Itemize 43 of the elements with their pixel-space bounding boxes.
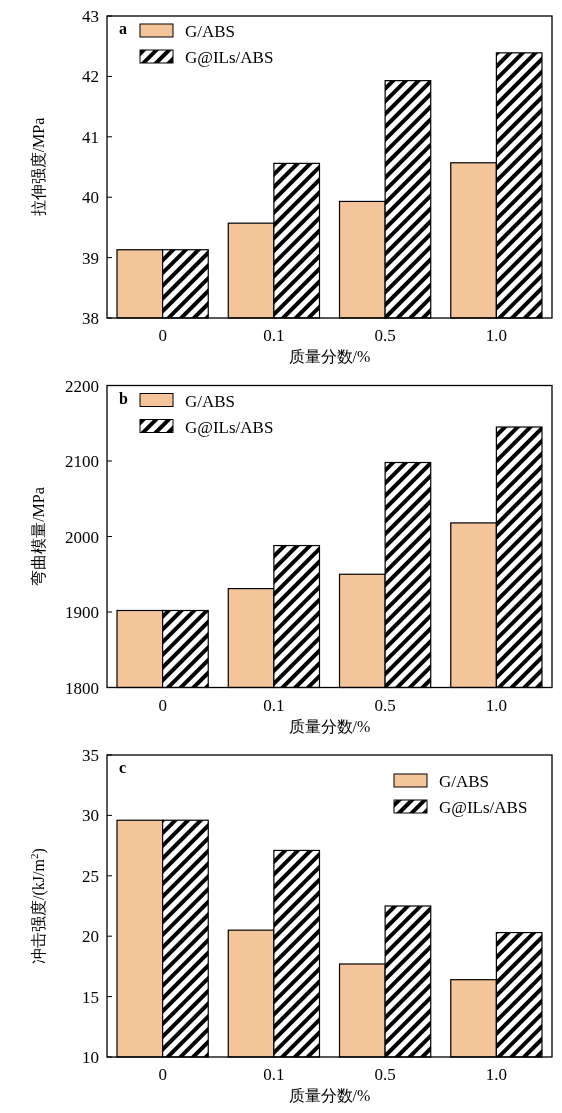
x-tick-label: 0 — [158, 695, 167, 715]
annotation: c — [119, 759, 127, 776]
y-axis-title: 弯曲模量/MPa — [30, 487, 47, 586]
y-tick-label: 2100 — [65, 452, 99, 471]
x-tick-label: 0.5 — [374, 695, 396, 715]
annotation: b — [119, 389, 128, 407]
x-axis-title: 质量分数/% — [288, 1087, 371, 1104]
x-tick-label: 1.0 — [485, 695, 507, 715]
y-tick-label: 41 — [82, 127, 99, 147]
legend-label: G/ABS — [185, 391, 236, 411]
y-tick-label: 15 — [82, 987, 99, 1007]
y-tick-label: 30 — [82, 806, 99, 826]
y-tick-label: 35 — [82, 746, 99, 765]
x-tick-label: 1.0 — [485, 1065, 507, 1084]
x-tick-label: 0.5 — [374, 1065, 396, 1084]
y-tick-label: 43 — [82, 7, 99, 26]
x-tick-label: 0.1 — [263, 1065, 285, 1084]
y-tick-label: 2200 — [65, 376, 99, 396]
y-tick-label: 20 — [82, 927, 99, 947]
legend-label: G@ILs/ABS — [439, 798, 528, 817]
x-tick-label: 0.1 — [263, 695, 285, 715]
x-axis-title: 质量分数/% — [288, 348, 371, 365]
x-tick-label: 0 — [158, 1065, 167, 1084]
x-tick-label: 0 — [158, 326, 167, 345]
y-tick-label: 1900 — [65, 603, 99, 622]
legend-label: G/ABS — [185, 22, 236, 41]
y-tick-label: 38 — [82, 309, 99, 328]
y-axis-title: 拉伸强度/MPa — [30, 117, 47, 217]
y-tick-label: 39 — [82, 248, 99, 268]
legend-label: G@ILs/ABS — [185, 417, 274, 437]
y-tick-label: 10 — [82, 1048, 99, 1067]
y-tick-label: 42 — [82, 67, 99, 87]
annotation: a — [119, 20, 127, 37]
y-tick-label: 40 — [82, 188, 99, 208]
x-tick-label: 1.0 — [485, 326, 507, 345]
legend-label: G@ILs/ABS — [185, 48, 274, 67]
x-tick-label: 0.5 — [374, 326, 396, 345]
y-tick-label: 2000 — [65, 527, 99, 547]
y-tick-label: 1800 — [65, 678, 99, 698]
legend-label: G/ABS — [439, 772, 490, 791]
x-tick-label: 0.1 — [263, 326, 285, 345]
x-axis-title: 质量分数/% — [288, 717, 371, 735]
y-tick-label: 25 — [82, 866, 99, 886]
